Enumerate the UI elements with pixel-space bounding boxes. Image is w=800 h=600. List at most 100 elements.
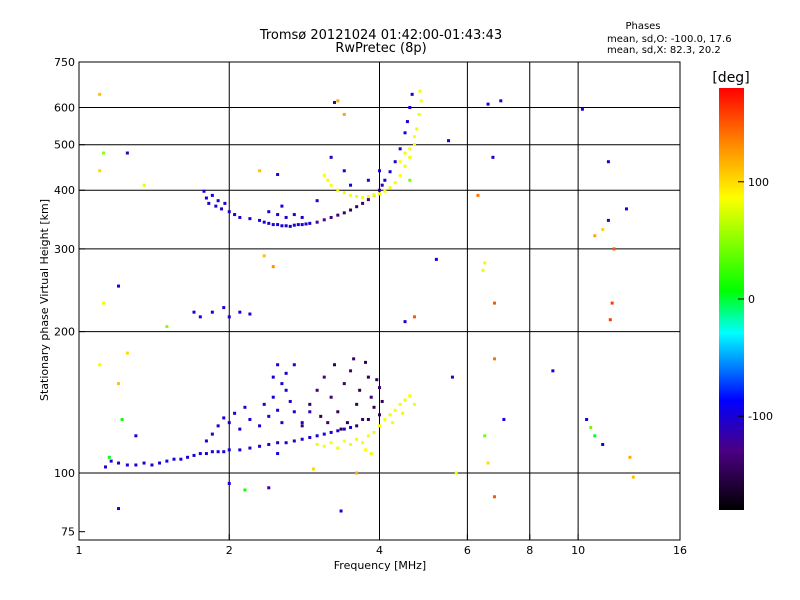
data-point-s1-7	[243, 405, 247, 409]
data-point-s3-6	[355, 437, 359, 441]
data-point-s6-17	[267, 486, 271, 490]
data-point-s0-17	[222, 450, 226, 454]
colorbar-label: [deg]	[712, 70, 749, 86]
data-point-s4-37	[383, 178, 387, 182]
data-point-s4-17	[280, 224, 284, 228]
data-point-s5-21	[418, 89, 422, 93]
data-point-s4-46	[276, 213, 280, 217]
data-point-s4-50	[292, 213, 296, 217]
data-point-s6-52	[580, 107, 584, 111]
data-point-s6-0	[98, 92, 102, 96]
x-tick-label-1: 2	[226, 544, 233, 557]
data-point-s6-71	[355, 471, 359, 475]
data-point-s5-25	[398, 160, 402, 164]
data-point-s6-11	[120, 417, 124, 421]
data-point-s4-21	[296, 223, 300, 227]
data-point-s0-27	[308, 436, 312, 440]
data-point-s4-9	[233, 213, 237, 217]
data-point-s6-35	[412, 315, 416, 319]
data-point-s2-14	[366, 375, 370, 379]
data-point-s4-1	[204, 196, 208, 200]
data-point-s3-3	[336, 446, 340, 450]
data-point-s2-24	[355, 424, 359, 428]
data-point-s1-19	[280, 382, 284, 386]
data-point-s4-3	[210, 193, 214, 197]
data-point-s2-15	[369, 395, 373, 399]
colorbar-tick-label-2: -100	[748, 410, 773, 423]
data-point-s4-44	[410, 92, 414, 96]
data-point-s6-40	[483, 261, 487, 265]
data-point-s1-23	[308, 410, 312, 414]
data-point-s5-10	[378, 192, 381, 196]
data-point-s6-55	[593, 434, 597, 438]
data-point-s1-10	[262, 402, 266, 406]
data-point-s6-9	[98, 363, 102, 367]
data-point-s4-32	[361, 201, 365, 205]
data-point-s0-6	[150, 463, 154, 467]
data-point-s6-41	[481, 268, 485, 272]
data-point-s1-11	[267, 414, 271, 418]
data-point-s1-1	[210, 432, 214, 436]
data-point-s0-11	[186, 455, 190, 459]
data-point-s3-21	[401, 411, 405, 415]
data-point-s6-7	[165, 325, 169, 329]
data-point-s6-27	[238, 310, 242, 314]
data-point-s5-16	[408, 155, 412, 159]
data-point-s6-16	[243, 488, 247, 492]
data-point-s1-14	[280, 421, 284, 425]
data-point-s1-12	[271, 395, 275, 399]
data-point-s5-3	[336, 188, 340, 192]
data-point-s0-9	[172, 457, 176, 461]
data-point-s0-5	[142, 461, 146, 465]
data-point-s1-16	[288, 399, 292, 403]
data-point-s6-58	[606, 160, 610, 164]
data-point-s6-30	[258, 169, 262, 173]
data-point-s2-8	[342, 382, 346, 386]
data-point-s0-3	[125, 463, 129, 467]
data-point-s2-10	[349, 369, 353, 373]
data-point-s6-67	[454, 471, 458, 475]
data-point-s4-28	[336, 213, 340, 217]
data-point-s2-22	[326, 421, 330, 425]
data-point-s3-0	[315, 442, 319, 446]
data-point-s1-18	[271, 375, 275, 379]
data-point-s4-7	[223, 201, 227, 205]
data-point-s6-39	[476, 193, 480, 197]
stats-x-mode: mean, sd,X: 82.3, 20.2	[607, 45, 721, 56]
x-tick-label-3: 6	[464, 544, 471, 557]
data-point-s5-9	[372, 193, 376, 197]
data-point-s1-5	[233, 411, 237, 415]
data-point-s6-5	[102, 301, 106, 305]
data-point-s4-39	[393, 160, 397, 164]
data-point-s6-45	[493, 357, 497, 361]
data-point-s6-34	[403, 320, 407, 324]
data-point-s4-8	[227, 210, 231, 214]
data-point-s6-64	[628, 455, 632, 459]
data-point-s5-23	[408, 147, 412, 151]
data-point-s4-10	[238, 215, 242, 219]
x-tick-label-5: 10	[571, 544, 585, 557]
data-point-s4-18	[284, 224, 288, 228]
data-point-s6-53	[585, 417, 589, 421]
data-point-s3-5	[349, 442, 353, 446]
data-point-s2-13	[361, 417, 365, 421]
data-point-s6-36	[408, 178, 412, 182]
data-point-s5-19	[417, 112, 421, 116]
data-point-s5-22	[412, 135, 416, 139]
data-point-s6-47	[502, 417, 506, 421]
data-point-s3-8	[366, 434, 370, 438]
data-point-s4-6	[220, 207, 224, 211]
data-point-s6-28	[248, 312, 252, 316]
data-point-s2-5	[329, 395, 333, 399]
data-point-s4-55	[342, 169, 346, 173]
data-point-s6-44	[493, 301, 497, 305]
colorbar-tick-label-1: 0	[748, 293, 755, 306]
data-point-s4-42	[405, 120, 409, 124]
data-point-s0-8	[165, 459, 169, 463]
data-point-s0-19	[238, 448, 242, 452]
data-point-s6-25	[222, 306, 226, 310]
data-point-s4-52	[349, 183, 353, 187]
data-point-s5-15	[403, 164, 407, 168]
data-point-s3-12	[388, 413, 392, 417]
stats-o-mode: mean, sd,O: -100.0, 17.6	[607, 34, 732, 45]
